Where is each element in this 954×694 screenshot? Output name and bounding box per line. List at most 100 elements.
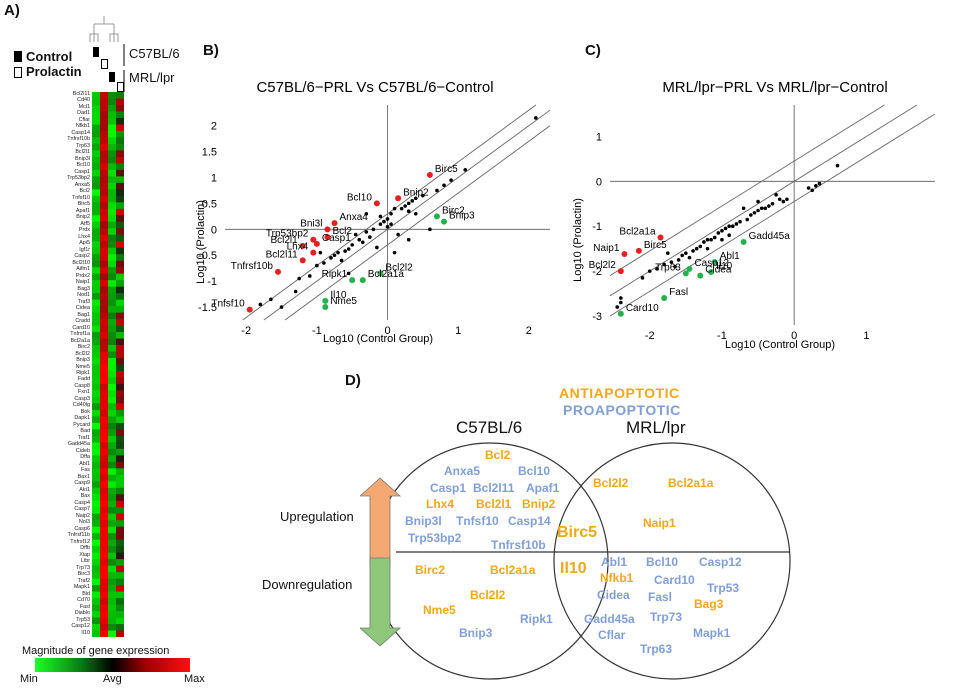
venn-gene-cflar: Cflar xyxy=(598,628,626,642)
heatmap-cell xyxy=(116,468,124,476)
heatmap-cell xyxy=(100,92,108,99)
chart-b-threshold-line xyxy=(263,109,551,321)
heatmap-cell xyxy=(116,202,124,210)
heatmap-cell xyxy=(92,312,100,320)
heatmap-cell xyxy=(100,358,108,365)
chart-c-point-card10 xyxy=(617,310,624,317)
heatmap-cell xyxy=(108,234,116,242)
heatmap-cell xyxy=(100,611,108,618)
venn-gene-bcl2l1: Bcl2l1 xyxy=(476,497,512,511)
heatmap-cell xyxy=(108,306,116,313)
gene-label: Casp9 xyxy=(74,480,90,487)
gene-label: Naip1 xyxy=(75,279,90,286)
venn-left-title: C57BL/6 xyxy=(456,418,523,437)
heatmap-cell xyxy=(116,338,124,346)
chart-b-label-nme5: Nme5 xyxy=(330,296,357,307)
chart-c-data-point xyxy=(752,210,757,215)
chart-b-label-anxa4: Anxa4 xyxy=(340,212,369,223)
heatmap-cell xyxy=(100,370,108,378)
heatmap-cell xyxy=(100,604,108,612)
chart-c-data-point xyxy=(705,246,710,251)
venn-gene-casp14: Casp14 xyxy=(508,514,551,528)
heatmap-cell xyxy=(92,481,100,489)
chart-c-data-point xyxy=(810,188,815,193)
heatmap-cell xyxy=(108,358,116,365)
heatmap-cell xyxy=(100,143,108,151)
gene-label: Traf2 xyxy=(77,577,90,584)
venn-gene-bcl2l2: Bcl2l2 xyxy=(470,588,506,602)
chart-c-data-point xyxy=(727,224,731,229)
heatmap-cell xyxy=(100,494,108,502)
heatmap-cell xyxy=(100,403,108,411)
venn-gene-fasl: Fasl xyxy=(648,590,673,604)
heatmap-cell xyxy=(116,208,124,216)
chart-c-data-point xyxy=(814,184,818,188)
heatmap-cell xyxy=(116,552,124,560)
heatmap-cell xyxy=(100,526,108,534)
heatmap-cell xyxy=(100,507,108,515)
heatmap-cell xyxy=(92,351,100,359)
col2-prolactin-marker xyxy=(101,59,108,69)
heatmap-cell xyxy=(108,396,116,404)
heatmap-cell xyxy=(108,98,116,106)
heatmap-cell xyxy=(100,422,108,430)
chart-c-ylabel: Log10 (Prolactin) xyxy=(572,198,584,282)
venn-circle-right xyxy=(553,442,791,680)
strain1-label: C57BL/6 xyxy=(129,46,180,61)
heatmap-cell xyxy=(108,202,116,210)
heatmap-cell xyxy=(100,552,108,560)
gene-label: Casp8 xyxy=(74,382,90,389)
chart-b-data-point xyxy=(322,261,326,265)
chart-c-data-point xyxy=(640,276,645,280)
chart-c-point-bcl2l2 xyxy=(617,268,624,275)
heatmap-cell xyxy=(108,520,116,528)
heatmap-cell xyxy=(116,345,124,352)
venn-gene-bcl2a1a: Bcl2a1a xyxy=(490,563,536,577)
heatmap-cell xyxy=(116,604,124,612)
chart-b-data-point xyxy=(307,274,312,278)
heatmap-cell xyxy=(100,559,108,567)
chart-b-data-point xyxy=(339,258,344,263)
downregulation-arrow-icon xyxy=(360,557,402,647)
chart-c-data-point xyxy=(749,213,753,217)
heatmap-cell xyxy=(100,247,108,255)
chart-c-data-point xyxy=(662,262,666,267)
heatmap-cell xyxy=(108,383,116,391)
gene-label: Tnfrsf1a xyxy=(70,331,90,338)
heatmap-cell xyxy=(92,273,100,281)
chart-c-data-point xyxy=(734,222,739,226)
chart-b-point-bcl2l2 xyxy=(377,270,384,277)
chart-b-data-point xyxy=(385,224,390,229)
chart-c-data-point xyxy=(770,201,775,206)
chart-c-data-point xyxy=(806,186,811,190)
chart-c-data-point xyxy=(756,199,760,204)
venn-gene-bnip3: Bnip3 xyxy=(459,626,493,640)
chart-b-ytick-label: -1.5 xyxy=(198,302,217,314)
heatmap-cell xyxy=(92,195,100,203)
heatmap-cell xyxy=(92,617,100,625)
venn-gene-trp63: Trp63 xyxy=(640,642,673,656)
chart-c-label-casp12: Casp12 xyxy=(694,258,729,269)
heatmap-cell xyxy=(92,377,100,385)
gene-label: Cd70 xyxy=(77,597,90,604)
heatmap-cell xyxy=(116,234,124,242)
heatmap-cell xyxy=(116,260,124,268)
heatmap-cell xyxy=(100,306,108,313)
heatmap-cell xyxy=(108,435,116,443)
heatmap-cell xyxy=(92,533,100,541)
heatmap-cell xyxy=(100,396,108,404)
heatmap-cell xyxy=(116,578,124,586)
heatmap-cell xyxy=(92,630,100,637)
heatmap-cell xyxy=(108,137,116,145)
chart-b-data-point xyxy=(428,227,432,232)
gene-label: Birc3 xyxy=(77,571,90,578)
chart-b-data-point xyxy=(332,253,337,258)
chart-b-xtick-label: -1 xyxy=(312,325,322,337)
heatmap-cell xyxy=(100,254,108,262)
chart-b-label-bcl2l2: Bcl2l2 xyxy=(385,262,413,273)
heatmap-cell xyxy=(116,585,124,592)
chart-b-data-point xyxy=(389,222,393,226)
heatmap-cell xyxy=(116,280,124,288)
chart-b-data-point xyxy=(421,193,425,198)
heatmap-cell xyxy=(92,526,100,534)
